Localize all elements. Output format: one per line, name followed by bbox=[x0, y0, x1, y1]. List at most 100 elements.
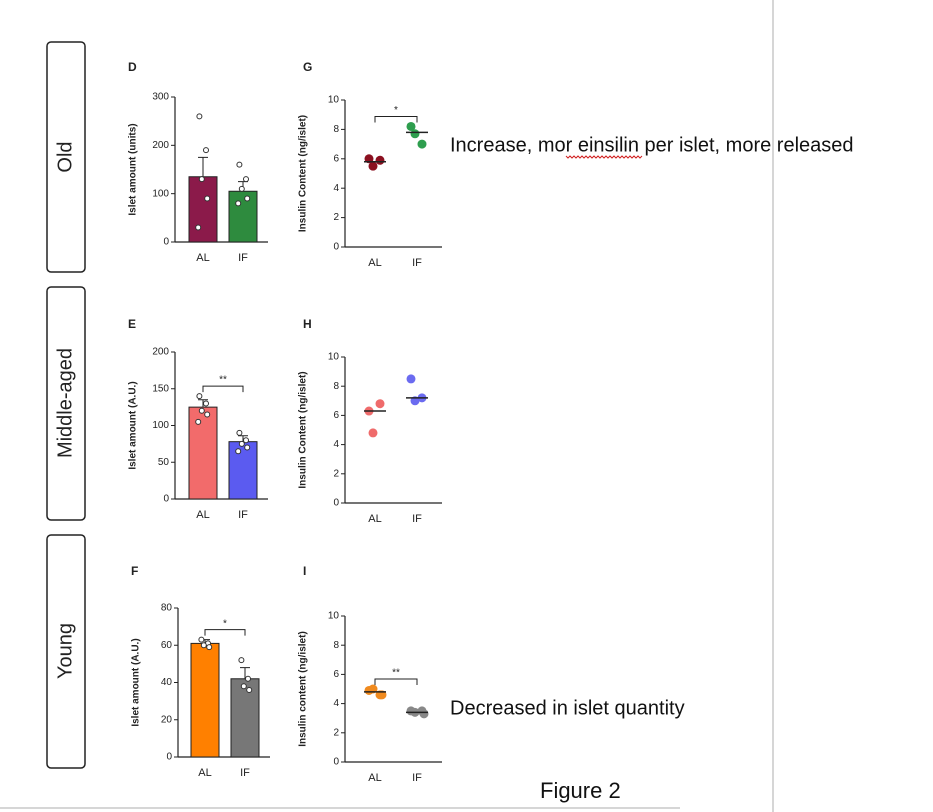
data-point bbox=[368, 428, 378, 438]
data-point bbox=[204, 195, 211, 202]
y-tick-label: 60 bbox=[161, 640, 173, 651]
y-tick-label: 20 bbox=[161, 714, 173, 725]
y-axis-label: Insulin Content (ng/islet) bbox=[298, 115, 309, 232]
data-point bbox=[417, 139, 427, 149]
panel-letter: F bbox=[131, 564, 138, 578]
y-tick-label: 6 bbox=[333, 410, 339, 421]
data-point bbox=[406, 374, 416, 384]
data-point bbox=[235, 200, 242, 207]
x-tick-label: AL bbox=[196, 509, 209, 521]
significance-bracket bbox=[202, 385, 244, 393]
y-tick-label: 200 bbox=[152, 140, 169, 151]
row-box bbox=[46, 286, 86, 521]
significance-bracket bbox=[374, 115, 418, 123]
significance-label: * bbox=[223, 618, 227, 629]
bar bbox=[230, 678, 260, 758]
data-point bbox=[375, 155, 385, 165]
data-point bbox=[238, 657, 245, 664]
x-tick-label: IF bbox=[238, 252, 248, 264]
y-tick-label: 100 bbox=[152, 420, 169, 431]
x-tick-label: AL bbox=[196, 252, 209, 264]
data-point bbox=[244, 195, 251, 202]
data-point bbox=[419, 709, 429, 719]
y-tick-label: 8 bbox=[333, 640, 339, 651]
data-point bbox=[375, 399, 385, 409]
data-point bbox=[246, 686, 253, 693]
data-point bbox=[195, 418, 202, 425]
y-tick-label: 200 bbox=[152, 347, 169, 358]
y-tick-label: 8 bbox=[333, 124, 339, 135]
y-tick-label: 8 bbox=[333, 381, 339, 392]
y-tick-label: 10 bbox=[328, 611, 340, 622]
y-tick-label: 4 bbox=[333, 698, 339, 709]
y-tick-label: 80 bbox=[161, 603, 173, 614]
row-box bbox=[46, 41, 86, 273]
data-point bbox=[236, 161, 243, 168]
data-point bbox=[203, 147, 209, 154]
data-point bbox=[243, 437, 249, 444]
data-point bbox=[203, 400, 209, 407]
y-tick-label: 2 bbox=[333, 212, 339, 223]
y-tick-label: 0 bbox=[166, 752, 172, 763]
significance-bracket bbox=[204, 629, 246, 636]
data-point bbox=[406, 121, 416, 131]
error-bar bbox=[240, 667, 250, 679]
error-bar bbox=[198, 156, 208, 177]
data-point bbox=[236, 429, 243, 436]
bar bbox=[188, 406, 218, 500]
data-point bbox=[198, 176, 205, 183]
y-axis-label: Insulin Content (ng/islet) bbox=[298, 371, 309, 488]
data-point bbox=[198, 407, 205, 414]
row-label: Young bbox=[54, 623, 76, 679]
bar bbox=[190, 642, 220, 758]
y-tick-label: 0 bbox=[333, 757, 339, 768]
x-tick-label: AL bbox=[368, 772, 381, 784]
data-point bbox=[206, 644, 213, 651]
y-tick-label: 6 bbox=[333, 153, 339, 164]
panel-letter: H bbox=[303, 317, 312, 331]
y-axis-label: Insulin content (ng/islet) bbox=[298, 631, 309, 747]
x-tick-label: IF bbox=[412, 257, 422, 269]
y-tick-label: 0 bbox=[333, 242, 339, 253]
bar bbox=[228, 190, 258, 243]
x-tick-label: AL bbox=[198, 767, 211, 779]
y-tick-label: 10 bbox=[328, 352, 340, 363]
x-tick-label: IF bbox=[240, 767, 250, 779]
y-tick-label: 6 bbox=[333, 669, 339, 680]
data-point bbox=[200, 642, 207, 649]
data-point bbox=[204, 411, 211, 418]
x-tick-label: IF bbox=[412, 513, 422, 525]
x-tick-label: AL bbox=[368, 513, 381, 525]
row-label: Old bbox=[54, 141, 76, 172]
significance-label: ** bbox=[392, 668, 400, 679]
y-tick-label: 40 bbox=[161, 677, 173, 688]
bar bbox=[228, 441, 258, 500]
data-point bbox=[196, 113, 203, 120]
data-point bbox=[195, 224, 202, 231]
x-tick-label: IF bbox=[412, 772, 422, 784]
y-tick-label: 100 bbox=[152, 188, 169, 199]
data-point bbox=[196, 393, 203, 400]
figure-caption: Figure 2 bbox=[540, 778, 621, 803]
annotation: Increase, mor einsilin per islet, more r… bbox=[450, 134, 854, 156]
x-tick-label: AL bbox=[368, 257, 381, 269]
significance-label: * bbox=[394, 105, 398, 116]
data-point bbox=[410, 129, 420, 139]
y-axis-label: Islet amount (units) bbox=[128, 123, 139, 215]
y-tick-label: 4 bbox=[333, 439, 339, 450]
row-label: Middle-aged bbox=[54, 348, 76, 458]
panel-letter: E bbox=[128, 317, 136, 331]
y-tick-label: 2 bbox=[333, 727, 339, 738]
bar bbox=[188, 176, 218, 243]
y-axis-label: Islet amount (A.U.) bbox=[131, 638, 142, 726]
y-tick-label: 150 bbox=[152, 383, 169, 394]
y-tick-label: 0 bbox=[333, 498, 339, 509]
x-tick-label: IF bbox=[238, 509, 248, 521]
panel-letter: I bbox=[303, 564, 306, 578]
y-tick-label: 0 bbox=[163, 494, 169, 505]
y-tick-label: 4 bbox=[333, 183, 339, 194]
data-point bbox=[243, 176, 249, 183]
annotation: Decreased in islet quantity bbox=[450, 697, 685, 719]
y-tick-label: 0 bbox=[163, 237, 169, 248]
